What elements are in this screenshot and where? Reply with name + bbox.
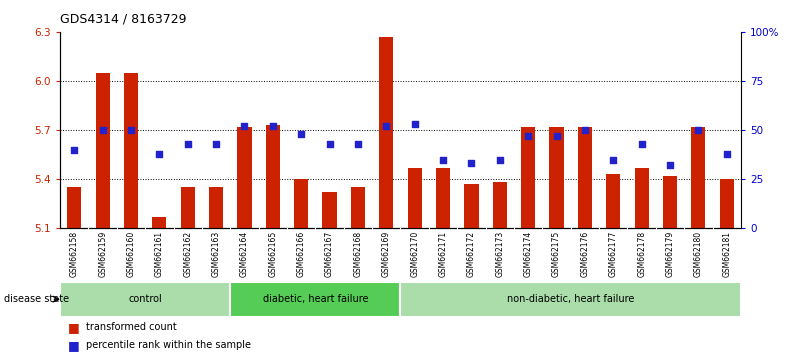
Bar <box>152 217 167 228</box>
FancyBboxPatch shape <box>60 282 231 316</box>
Text: diabetic, heart failure: diabetic, heart failure <box>263 294 368 304</box>
Point <box>380 123 392 129</box>
Bar <box>408 168 422 228</box>
Text: GSM662175: GSM662175 <box>552 231 561 277</box>
FancyBboxPatch shape <box>400 282 741 316</box>
Point <box>267 123 280 129</box>
Bar <box>606 174 620 228</box>
Text: transformed count: transformed count <box>86 322 176 332</box>
Point <box>181 141 194 147</box>
Text: GSM662163: GSM662163 <box>211 231 220 277</box>
Point <box>238 123 251 129</box>
Text: GSM662178: GSM662178 <box>637 231 646 277</box>
Bar <box>719 179 734 228</box>
Point <box>635 141 648 147</box>
Point <box>493 157 506 162</box>
Text: non-diabetic, heart failure: non-diabetic, heart failure <box>507 294 634 304</box>
Text: ■: ■ <box>68 321 80 334</box>
Point <box>465 161 478 166</box>
Bar <box>493 182 507 228</box>
Bar <box>323 192 336 228</box>
Point <box>578 127 591 133</box>
Text: GSM662168: GSM662168 <box>353 231 362 277</box>
Point <box>125 127 138 133</box>
Point <box>210 141 223 147</box>
Text: GSM662176: GSM662176 <box>581 231 590 277</box>
Bar <box>237 127 252 228</box>
Bar <box>549 127 564 228</box>
Bar <box>578 127 592 228</box>
Text: ■: ■ <box>68 339 80 352</box>
Text: disease state: disease state <box>4 294 69 304</box>
Text: GSM662169: GSM662169 <box>382 231 391 277</box>
Text: control: control <box>128 294 162 304</box>
Point <box>295 131 308 137</box>
Point <box>153 151 166 156</box>
Bar <box>95 73 110 228</box>
Text: GSM662160: GSM662160 <box>127 231 135 277</box>
Text: GSM662180: GSM662180 <box>694 231 702 277</box>
Point <box>521 133 534 139</box>
Text: GSM662179: GSM662179 <box>666 231 674 277</box>
Text: percentile rank within the sample: percentile rank within the sample <box>86 340 251 350</box>
Point <box>720 151 733 156</box>
Text: GSM662165: GSM662165 <box>268 231 277 277</box>
Text: GSM662167: GSM662167 <box>325 231 334 277</box>
Text: GSM662166: GSM662166 <box>296 231 306 277</box>
Point <box>692 127 705 133</box>
Bar <box>266 125 280 228</box>
Bar <box>181 187 195 228</box>
Point <box>437 157 449 162</box>
Bar <box>634 168 649 228</box>
Bar <box>521 127 535 228</box>
Point <box>68 147 81 153</box>
Bar <box>436 168 450 228</box>
Text: GSM662158: GSM662158 <box>70 231 78 277</box>
FancyBboxPatch shape <box>231 282 400 316</box>
Point <box>663 162 676 168</box>
Point <box>323 141 336 147</box>
Text: GSM662159: GSM662159 <box>99 231 107 277</box>
Text: GSM662164: GSM662164 <box>240 231 249 277</box>
Bar <box>465 184 478 228</box>
Bar <box>294 179 308 228</box>
Point <box>352 141 364 147</box>
Point <box>409 121 421 127</box>
Text: GSM662172: GSM662172 <box>467 231 476 277</box>
Bar <box>124 73 138 228</box>
Bar <box>67 187 82 228</box>
Text: GSM662171: GSM662171 <box>439 231 448 277</box>
Text: GSM662177: GSM662177 <box>609 231 618 277</box>
Text: GDS4314 / 8163729: GDS4314 / 8163729 <box>60 12 187 25</box>
Text: GSM662173: GSM662173 <box>495 231 505 277</box>
Text: GSM662170: GSM662170 <box>410 231 419 277</box>
Point <box>607 157 620 162</box>
Text: GSM662174: GSM662174 <box>524 231 533 277</box>
Bar <box>379 37 393 228</box>
Text: GSM662161: GSM662161 <box>155 231 164 277</box>
Text: GSM662181: GSM662181 <box>723 231 731 277</box>
Bar <box>351 187 365 228</box>
Text: GSM662162: GSM662162 <box>183 231 192 277</box>
Bar <box>663 176 677 228</box>
Point <box>550 133 563 139</box>
Point <box>96 127 109 133</box>
Bar <box>691 127 706 228</box>
Bar <box>209 187 223 228</box>
